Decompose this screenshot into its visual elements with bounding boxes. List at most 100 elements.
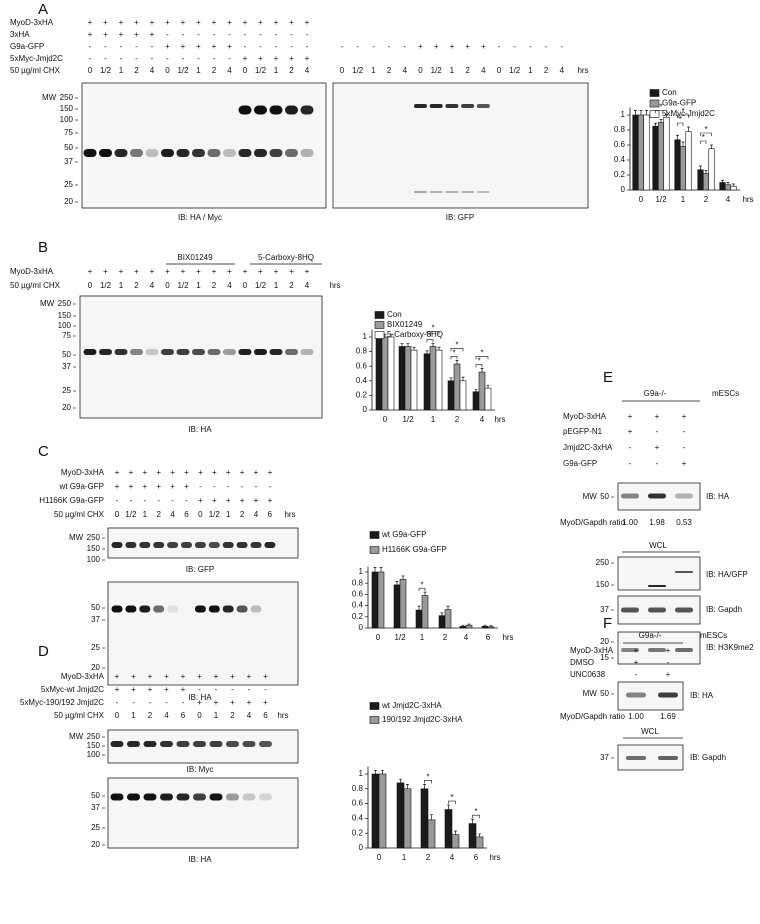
lane-label: + — [115, 672, 120, 681]
mw-marker: 50 — [64, 143, 73, 152]
x-tick-label: 4 — [464, 633, 469, 642]
error-bar — [425, 350, 429, 354]
error-bar — [423, 784, 426, 789]
band — [207, 149, 221, 157]
band — [194, 542, 206, 548]
x-tick-label: 0 — [639, 195, 644, 204]
band — [176, 741, 190, 747]
bar — [375, 336, 383, 411]
band — [238, 105, 252, 115]
lane-label: - — [259, 42, 262, 51]
significance-bracket — [450, 348, 464, 352]
lane-label: 1 — [119, 281, 124, 290]
lane-label: 4 — [305, 66, 310, 75]
lane-label: - — [498, 42, 501, 51]
mw-marker: 150 — [87, 741, 101, 750]
lane-label: + — [165, 267, 170, 276]
mw-marker: 20 — [91, 663, 100, 672]
lane-label: + — [240, 496, 245, 505]
bar — [404, 346, 412, 411]
x-tick-label: 1 — [431, 415, 436, 424]
panel-label: F — [603, 615, 612, 632]
lane-label: 6 — [184, 510, 189, 519]
band — [110, 793, 124, 801]
lane-label: + — [263, 698, 268, 707]
lane-label: 1 — [450, 66, 455, 75]
error-bar — [412, 346, 416, 351]
bar — [371, 773, 380, 849]
lane-label: + — [243, 54, 248, 63]
lane-label: + — [628, 427, 633, 436]
lane-label: + — [274, 54, 279, 63]
mw-marker: 100 — [87, 555, 101, 564]
legend-label: Con — [387, 310, 402, 319]
cell-label: mESCs — [712, 389, 739, 398]
band — [476, 191, 490, 193]
band — [648, 607, 666, 613]
lane-label: + — [305, 18, 310, 27]
band — [176, 349, 190, 355]
blot — [79, 295, 323, 419]
lane-label: + — [634, 658, 639, 667]
lane-label: + — [268, 496, 273, 505]
error-bar — [417, 605, 421, 611]
x-tick-label: 2 — [704, 195, 709, 204]
lane-label: 1 — [528, 66, 533, 75]
lane-label: + — [148, 685, 153, 694]
lane-label: - — [165, 698, 168, 707]
y-tick-label: 0.6 — [352, 590, 364, 599]
genotype-label: G9a-/- — [639, 631, 662, 640]
band — [269, 149, 283, 157]
significance-star: * — [428, 332, 431, 341]
bar — [387, 336, 395, 411]
band — [429, 191, 443, 193]
row-label: 50 µg/ml CHX — [10, 66, 61, 75]
lane-label: + — [655, 443, 660, 452]
ib-label: IB: HA/GFP — [706, 570, 748, 579]
band — [139, 542, 151, 548]
mw-marker: 20 — [62, 403, 71, 412]
band — [193, 741, 206, 747]
error-bar — [478, 833, 481, 837]
band — [223, 149, 236, 157]
lane-label: - — [199, 482, 202, 491]
band — [127, 793, 140, 801]
lane-label: - — [244, 42, 247, 51]
band — [111, 542, 123, 548]
lane-label: - — [635, 670, 638, 679]
bar — [435, 349, 443, 411]
lane-label: 0 — [88, 281, 93, 290]
lane-label: 1 — [196, 66, 201, 75]
band — [226, 741, 239, 747]
lane-label: - — [228, 30, 231, 39]
bar — [438, 615, 446, 629]
band — [476, 104, 490, 108]
bar — [465, 624, 473, 629]
lane-label: + — [197, 698, 202, 707]
error-bar — [406, 343, 410, 347]
mw-marker: 75 — [62, 331, 71, 340]
mw-label: MW — [583, 689, 598, 698]
band — [445, 104, 459, 108]
bar — [702, 173, 710, 191]
band — [114, 349, 128, 355]
mw-marker: 250 — [87, 732, 101, 741]
band — [99, 349, 112, 355]
band — [264, 542, 276, 548]
x-tick-label: 6 — [486, 633, 491, 642]
significance-bracket — [677, 122, 684, 126]
lane-label: 1 — [131, 711, 136, 720]
band — [254, 349, 267, 355]
significance-bracket — [426, 339, 434, 343]
lane-label: - — [248, 685, 251, 694]
bar — [451, 834, 460, 849]
lane-label: + — [129, 482, 134, 491]
y-tick-label: 0.2 — [614, 170, 626, 179]
band — [83, 349, 97, 355]
mw-marker: 100 — [60, 115, 74, 124]
band — [648, 648, 666, 652]
lane-label: + — [305, 54, 310, 63]
legend-label: 190/192 Jmjd2C-3xHA — [382, 715, 463, 724]
legend-label: 5-Carboxy-8HQ — [387, 330, 443, 339]
